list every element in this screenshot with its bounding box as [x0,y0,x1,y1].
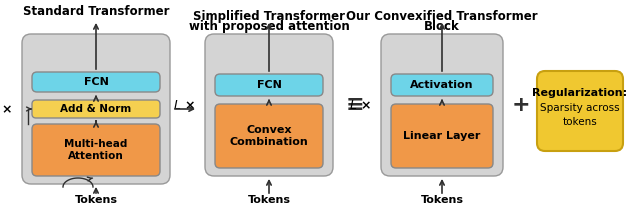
FancyBboxPatch shape [205,34,333,176]
Text: Block: Block [424,20,460,33]
FancyBboxPatch shape [381,34,503,176]
Text: +: + [512,95,531,115]
FancyBboxPatch shape [32,72,160,92]
Text: Tokens: Tokens [74,195,118,205]
FancyBboxPatch shape [32,100,160,118]
FancyBboxPatch shape [22,34,170,184]
FancyBboxPatch shape [537,71,623,151]
Text: Linear Layer: Linear Layer [403,131,481,141]
Text: Add & Norm: Add & Norm [60,104,132,114]
Text: $L$ ×: $L$ × [349,98,371,111]
Text: Regularization:: Regularization: [532,88,628,98]
Text: FCN: FCN [84,77,108,87]
Text: Simplified Transformer: Simplified Transformer [193,10,345,23]
Text: Our Convexified Transformer: Our Convexified Transformer [346,10,538,23]
Text: ≡: ≡ [346,95,364,115]
Text: Standard Transformer: Standard Transformer [23,5,169,18]
Text: Activation: Activation [410,80,474,90]
Text: Tokens: Tokens [420,195,463,205]
Text: $L$ ×: $L$ × [173,98,195,111]
FancyBboxPatch shape [215,74,323,96]
Text: with proposed attention: with proposed attention [189,20,349,33]
FancyBboxPatch shape [32,124,160,176]
Text: Tokens: Tokens [248,195,291,205]
FancyBboxPatch shape [391,104,493,168]
Text: FCN: FCN [257,80,282,90]
Text: $L$ ×: $L$ × [0,103,12,116]
Text: Multi-head
Attention: Multi-head Attention [64,139,128,161]
Text: Convex
Combination: Convex Combination [230,125,308,147]
FancyBboxPatch shape [215,104,323,168]
FancyBboxPatch shape [391,74,493,96]
Text: Sparsity across
tokens: Sparsity across tokens [540,103,620,127]
